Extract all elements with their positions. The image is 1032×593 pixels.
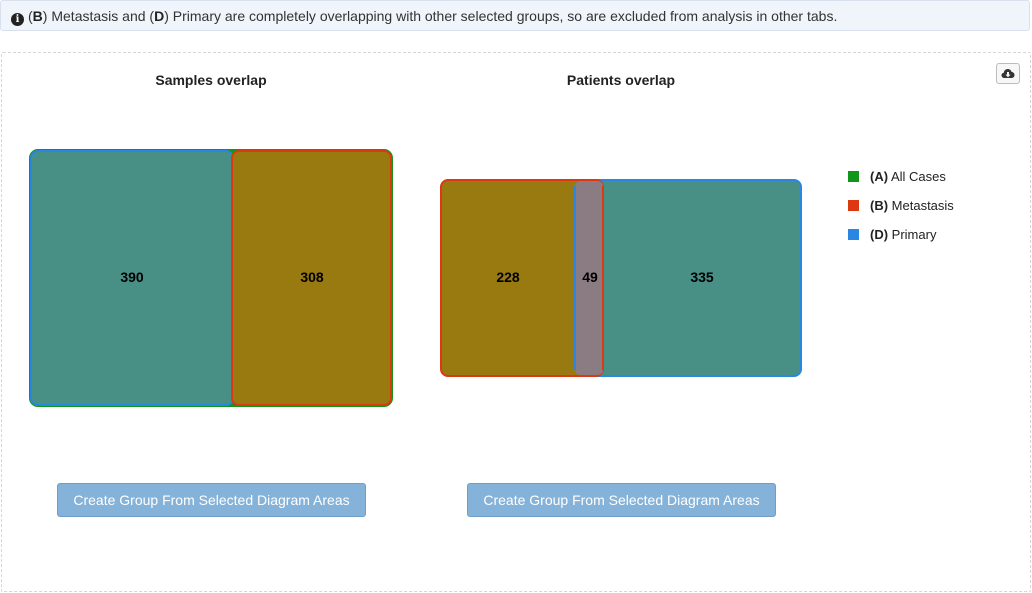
samples-count-primary: 390 [120,269,144,285]
legend-label: Primary [891,227,937,242]
legend-key: (D) [870,227,889,242]
legend-key: (B) [870,198,889,213]
samples-venn: 390 308 [29,149,393,407]
patients-count-primary: 335 [690,269,714,285]
patients-count-metastasis: 228 [496,269,520,285]
samples-overlap-title: Samples overlap [155,72,267,88]
patients-region-primary[interactable] [574,179,802,377]
legend-item-primary[interactable]: (D) Primary [848,226,954,255]
overlap-panel [1,52,1031,592]
patients-overlap-title: Patients overlap [566,72,676,88]
patients-count-overlap: 49 [582,269,598,285]
banner-text: Primary are completely overlapping with … [172,8,838,24]
info-circle-icon: i [11,13,24,26]
create-group-samples-button[interactable]: Create Group From Selected Diagram Areas [57,483,366,517]
legend-label: Metastasis [891,198,954,213]
download-button[interactable] [996,63,1020,84]
info-banner: i (B) Metastasis and (D) Primary are comp… [0,0,1030,31]
banner-mid-text: Metastasis and [51,8,146,24]
group-b-key: B [32,8,43,24]
patients-region-overlap[interactable] [575,181,603,375]
samples-count-metastasis: 308 [300,269,324,285]
legend-item-metastasis[interactable]: (B) Metastasis [848,197,954,226]
legend-swatch-d [848,229,859,240]
samples-region-metastasis[interactable] [231,150,392,406]
legend-item-all-cases[interactable]: (A) All Cases [848,168,954,197]
cloud-download-icon [1001,69,1015,78]
legend-key: (A) [870,169,889,184]
patients-venn: 228 49 335 [440,179,802,377]
legend-swatch-a [848,171,859,182]
create-group-patients-button[interactable]: Create Group From Selected Diagram Areas [467,483,776,517]
legend: (A) All Cases (B) Metastasis (D) Primary [848,168,954,255]
group-d-key: D [154,8,165,24]
legend-swatch-b [848,200,859,211]
legend-label: All Cases [890,169,946,184]
